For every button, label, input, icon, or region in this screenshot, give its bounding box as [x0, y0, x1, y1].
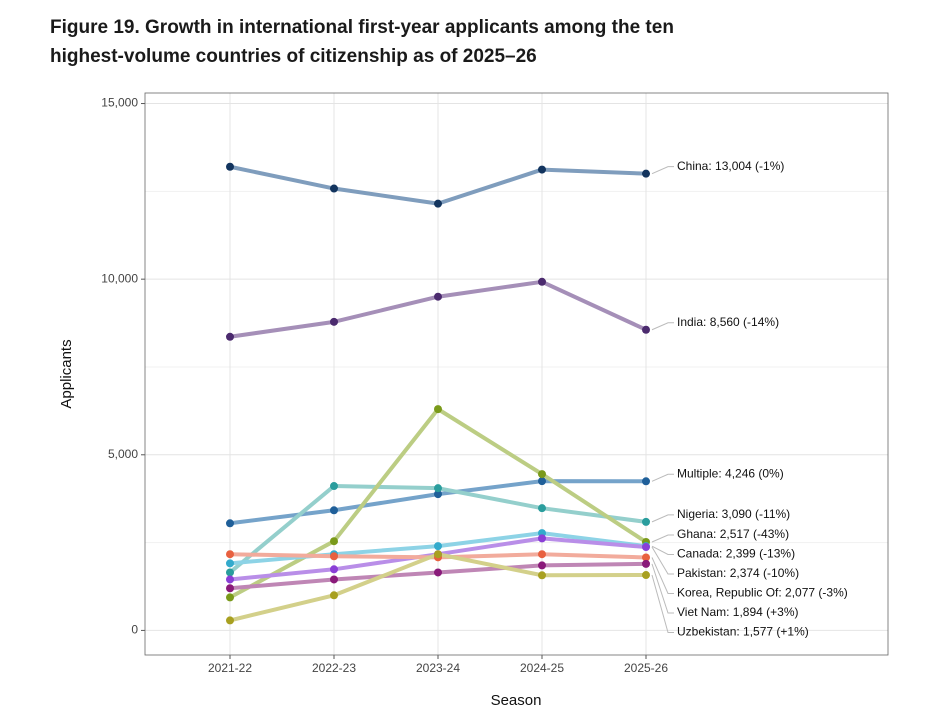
leader-line	[651, 166, 674, 175]
point	[226, 550, 234, 559]
point	[538, 277, 546, 286]
y-tick-label: 10,000	[101, 271, 138, 285]
leader-line	[651, 322, 674, 331]
point	[642, 553, 650, 562]
y-tick-label: 15,000	[101, 96, 138, 110]
point	[434, 484, 442, 493]
point	[226, 519, 234, 528]
chart-title: highest-volume countries of citizenship …	[50, 46, 537, 67]
point	[642, 325, 650, 334]
point	[330, 317, 338, 326]
x-tick-label: 2024-25	[520, 661, 564, 675]
x-tick-label: 2022-23	[312, 661, 356, 675]
point	[642, 169, 650, 178]
x-tick-label: 2025-26	[624, 661, 668, 675]
point	[538, 571, 546, 580]
point	[538, 534, 546, 543]
leader-line	[651, 557, 674, 595]
leader-line	[651, 545, 674, 556]
leader-line	[651, 534, 674, 543]
y-tick-label: 5,000	[108, 447, 138, 461]
point	[538, 504, 546, 513]
leader-line	[651, 574, 674, 634]
point	[642, 517, 650, 526]
point	[538, 470, 546, 479]
leader-line	[651, 514, 674, 523]
point	[330, 506, 338, 515]
point	[226, 575, 234, 584]
plot-border	[144, 92, 889, 656]
point	[538, 561, 546, 570]
point	[538, 477, 546, 486]
point	[642, 477, 650, 486]
end-label: India: 8,560 (-14%)	[677, 315, 779, 329]
point	[538, 165, 546, 174]
end-label: Pakistan: 2,374 (-10%)	[677, 566, 799, 580]
leader-line	[651, 473, 674, 482]
x-tick-label: 2021-22	[208, 661, 252, 675]
point	[226, 584, 234, 593]
x-axis-title: Season	[491, 692, 542, 709]
point	[330, 482, 338, 491]
point	[226, 332, 234, 341]
end-label: Multiple: 4,246 (0%)	[677, 466, 784, 480]
point	[434, 292, 442, 301]
point	[434, 568, 442, 577]
point	[226, 616, 234, 625]
end-label: Nigeria: 3,090 (-11%)	[677, 507, 790, 521]
point	[330, 552, 338, 561]
point	[226, 568, 234, 577]
end-label: Ghana: 2,517 (-43%)	[677, 527, 789, 541]
point	[330, 537, 338, 546]
point	[642, 571, 650, 580]
y-axis-title: Applicants	[58, 339, 75, 408]
point	[226, 162, 234, 171]
y-tick-label: 0	[131, 623, 138, 637]
end-label: Korea, Republic Of: 2,077 (-3%)	[677, 586, 848, 600]
point	[330, 591, 338, 600]
end-label: China: 13,004 (-1%)	[677, 159, 784, 173]
point	[434, 550, 442, 559]
point	[226, 559, 234, 568]
point	[330, 565, 338, 574]
point	[434, 405, 442, 414]
point	[434, 199, 442, 208]
point	[330, 575, 338, 584]
point	[434, 542, 442, 551]
point	[434, 490, 442, 499]
point	[642, 559, 650, 568]
end-label: Canada: 2,399 (-13%)	[677, 547, 795, 561]
point	[538, 550, 546, 559]
point	[642, 543, 650, 552]
point	[226, 593, 234, 602]
leader-line	[651, 546, 674, 575]
x-tick-label: 2023-24	[416, 661, 460, 675]
chart-title: Figure 19. Growth in international first…	[50, 17, 674, 38]
point	[330, 184, 338, 193]
leader-line	[651, 563, 674, 614]
end-label: Viet Nam: 1,894 (+3%)	[677, 605, 799, 619]
end-label: Uzbekistan: 1,577 (+1%)	[677, 625, 809, 639]
